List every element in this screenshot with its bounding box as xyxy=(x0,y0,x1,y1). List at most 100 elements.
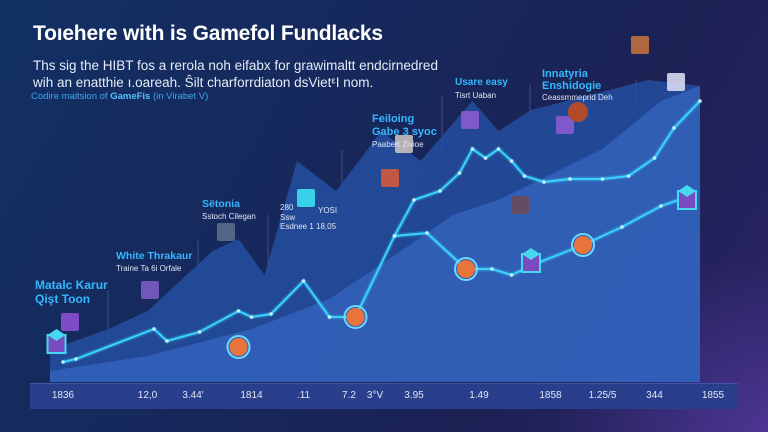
coin-ring-icon xyxy=(571,233,595,257)
x-tick-label: 344 xyxy=(646,390,663,401)
x-tick-label: 3°V xyxy=(366,390,384,401)
annotation-title: Matalc Karur xyxy=(35,278,108,292)
annotation-title: Usare easy xyxy=(455,77,508,88)
annotation-2: White Thrakaur Traine Ta 6i Orfale xyxy=(116,249,192,274)
data-point xyxy=(490,267,494,271)
game-sprite-icon xyxy=(511,196,529,214)
data-point xyxy=(470,147,475,151)
game-sprite-icon xyxy=(631,36,649,54)
annotation-4-right: YOSI xyxy=(318,206,338,215)
page-title: Toıehere with is Gamefol Fundlacks xyxy=(33,22,383,45)
cube-top-icon xyxy=(522,248,540,260)
coin-icon xyxy=(574,236,592,254)
data-point xyxy=(165,339,169,343)
annotation-left-label-2: Ssw xyxy=(280,213,296,222)
data-point xyxy=(483,156,488,160)
data-point xyxy=(600,177,605,181)
data-point xyxy=(269,312,273,316)
character-face-icon xyxy=(568,102,588,122)
data-point xyxy=(626,174,631,178)
annotation-title: Innatyria xyxy=(542,68,588,80)
x-tick-label: 1855 xyxy=(701,390,725,401)
annotation-title-2: Qişt Toon xyxy=(35,292,91,306)
data-point xyxy=(392,234,397,238)
game-sprite-icon xyxy=(395,135,413,153)
x-tick-label: 1.25/5 xyxy=(588,390,617,401)
data-point xyxy=(61,360,65,364)
x-tick-label: 7.2 xyxy=(342,390,356,401)
data-point xyxy=(620,225,624,229)
tagline-suffix: (in Virabet V) xyxy=(150,91,209,102)
data-point xyxy=(249,315,254,319)
annotation-sub: Sstoch Cilegan xyxy=(202,212,256,221)
coin-icon xyxy=(229,338,248,356)
data-point xyxy=(522,174,527,178)
annotation-left-label: 280 xyxy=(280,203,294,212)
x-tick-label: 3.95 xyxy=(404,390,424,401)
data-point xyxy=(425,231,429,235)
annotation-title-2: Enshidogie xyxy=(542,80,602,92)
coin-icon xyxy=(457,260,475,278)
annotation-6: Usare easy Tisrt Uaban xyxy=(455,76,508,101)
data-point xyxy=(652,156,657,160)
cube-top-icon xyxy=(678,185,696,197)
game-sprite-icon xyxy=(556,116,574,134)
tagline: Codire maitsion of GameFis (in Virabet V… xyxy=(31,91,208,102)
data-point xyxy=(152,327,156,331)
annotation-title: Sëtonia xyxy=(202,198,240,210)
data-point xyxy=(74,357,78,361)
game-sprite-icon xyxy=(141,281,159,299)
data-point xyxy=(412,198,416,202)
x-tick-label: 1836 xyxy=(51,390,75,401)
data-point xyxy=(327,315,332,319)
annotation-3: Sëtonia Sstoch Cilegan xyxy=(202,197,256,222)
cube-top-icon xyxy=(47,329,66,341)
game-sprite-icon xyxy=(667,73,685,91)
annotation-sub: Tisrt Uaban xyxy=(455,91,497,100)
game-sprite-icon xyxy=(381,169,399,187)
game-sprite-icon xyxy=(61,313,79,331)
game-sprite-icon xyxy=(461,111,479,129)
annotation-5: Feiloing Gabe 3 syoc Paabert Zivioe xyxy=(372,113,437,150)
data-point xyxy=(197,330,202,334)
annotation-title: White Thrakaur xyxy=(116,250,193,262)
x-tick-label: .11 xyxy=(296,390,311,401)
data-point xyxy=(672,126,676,130)
x-tick-label: 1.49 xyxy=(469,390,489,401)
x-tick-label: 3.44' xyxy=(182,390,204,401)
coin-ring-icon xyxy=(343,305,368,329)
subtitle-line-2: wih an enatthie ı.oareah. Ŝilt charforrd… xyxy=(33,75,374,90)
annotation-title: Feiloing xyxy=(372,113,415,125)
coin-icon xyxy=(346,308,365,326)
data-point xyxy=(542,180,546,184)
tagline-prefix: Codire maitsion of xyxy=(31,91,111,102)
x-axis-bar: 1836 12,0 3.44' 1814 .11 7.2 3°V 3.95 1.49 1858 1.… xyxy=(30,383,738,409)
data-point xyxy=(457,171,462,175)
data-point xyxy=(509,159,514,163)
data-point xyxy=(438,189,442,193)
annotation-4: Esdnee 1 18,05 xyxy=(280,221,336,232)
annotation-title-2: Gabe 3 syoc xyxy=(372,126,437,138)
data-point xyxy=(236,309,241,313)
data-point xyxy=(509,273,514,277)
game-sprite-icon xyxy=(297,189,315,207)
data-point xyxy=(659,204,663,208)
annotation-7: Innatyria Enshidogie Ceassmmeprid Deh xyxy=(542,68,613,103)
annotation-sub: Ceassmmeprid Deh xyxy=(542,93,613,102)
series-line-2 xyxy=(393,100,701,237)
data-point xyxy=(568,177,572,181)
data-point xyxy=(301,279,306,283)
annotation-4-left: 280 Ssw xyxy=(280,203,295,223)
annotation-1: Matalc Karur Qişt Toon xyxy=(35,278,108,306)
annotation-sub: Esdnee 1 18,05 xyxy=(280,222,337,231)
game-sprite-icon xyxy=(217,223,235,241)
data-point xyxy=(496,147,501,151)
annotation-sub: Traine Ta 6i Orfale xyxy=(116,264,182,273)
page-subtitle: Ths sig the HIBT fos a rerola noh eifabx… xyxy=(33,57,453,91)
x-tick-label: 1858 xyxy=(539,390,562,401)
coin-ring-icon xyxy=(226,335,251,359)
annotation-sub: Paabert Zivioe xyxy=(372,140,424,149)
x-tick-label: 12,0 xyxy=(137,390,158,401)
area-layer-2 xyxy=(50,86,700,382)
